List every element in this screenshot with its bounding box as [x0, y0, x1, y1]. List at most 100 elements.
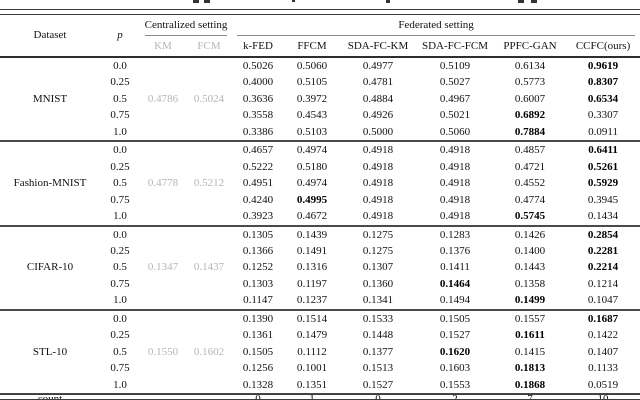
value-cell: 0.2281 — [587, 244, 619, 257]
data-row: STL-10 0.0 0.1550 0.1602 0.1390 0.1514 0.1533 0… — [0, 308, 640, 394]
value-cell: 0.1426 — [494, 224, 566, 243]
value-cell: 0.4918 — [439, 177, 471, 190]
value-cell: 0.1376 — [439, 244, 471, 257]
count-dash: - — [207, 393, 211, 400]
data-row: 0.5 0.1252 0.1316 0.1307 0.1411 0.1443 0.2214 — [0, 259, 640, 275]
p-value: 1.0 — [113, 210, 127, 223]
data-row: 0.25 0.4000 0.5105 0.4781 0.5027 0.5773 0.8307 — [0, 74, 640, 90]
table-body: MNIST 0.0 0.4786 0.5024 0.5026 0.5060 0.4977 0.… — [0, 57, 640, 400]
value-cell: 0.1366 — [242, 244, 274, 257]
value-cell: 0.3923 — [242, 210, 274, 223]
value-cell: 0.5103 — [296, 125, 328, 138]
value-cell: 0.3972 — [296, 92, 328, 105]
data-row: 0.5 0.3636 0.3972 0.4884 0.4967 0.6007 0.6534 — [0, 91, 640, 107]
data-row: 1.0 0.1328 0.1351 0.1527 0.1553 0.1868 0.0519 — [0, 377, 640, 394]
count-dash: - — [118, 393, 122, 400]
data-row: 1.0 0.3386 0.5103 0.5000 0.5060 0.7884 0.0911 — [0, 124, 640, 141]
header-sda-fc-fcm: SDA-FC-FCM — [421, 40, 489, 52]
value-cell: 0.2854 — [566, 224, 640, 243]
value-cell: 0.4672 — [296, 210, 328, 223]
header-dataset: Dataset — [33, 29, 67, 41]
p-value: 1.0 — [113, 294, 127, 307]
value-cell: 0.4974 — [284, 140, 340, 159]
header-km: KM — [154, 40, 172, 52]
value-cell: 0.1047 — [587, 294, 619, 307]
value-cell: 0.1390 — [232, 308, 284, 328]
fcm-value: 0.1602 — [186, 308, 232, 394]
value-cell: 0.5222 — [242, 160, 274, 173]
value-cell: 0.4967 — [439, 92, 471, 105]
value-cell: 0.1533 — [340, 308, 416, 328]
data-row: Fashion-MNIST 0.0 0.4778 0.5212 0.4657 0.4974… — [0, 140, 640, 226]
value-cell: 0.1275 — [362, 244, 394, 257]
table-bottom-rule — [0, 394, 640, 400]
value-cell: 0.5026 — [242, 60, 274, 72]
cropped-caption-fragment — [386, 0, 390, 3]
header-ppfc-gan: PPFC-GAN — [503, 40, 557, 52]
value-cell: 0.5745 — [514, 210, 546, 223]
p-value: 0.5 — [113, 92, 127, 105]
data-row: 0.75 0.1303 0.1197 0.1360 0.1464 0.1358 0.1214 — [0, 276, 640, 292]
value-cell: 0.1197 — [297, 277, 327, 290]
value-cell: 0.3307 — [587, 109, 619, 122]
p-value: 0.0 — [113, 60, 127, 72]
value-cell: 0.5000 — [362, 125, 394, 138]
value-cell: 0.8307 — [587, 76, 619, 89]
header-kfed: k-FED — [243, 40, 273, 52]
value-cell: 0.1611 — [515, 329, 545, 342]
value-cell: 0.1360 — [362, 277, 394, 290]
cropped-caption-fragment — [531, 0, 537, 3]
p-value: 0.75 — [110, 362, 130, 375]
value-cell: 0.1377 — [362, 345, 394, 358]
value-cell: 0.5109 — [439, 60, 471, 72]
p-value: 0.25 — [110, 329, 130, 342]
p-value: 0.25 — [110, 76, 130, 89]
km-value: 0.1550 — [140, 308, 186, 394]
value-cell: 0.1439 — [284, 224, 340, 243]
value-cell: 0.1275 — [340, 224, 416, 243]
value-cell: 0.4918 — [439, 160, 471, 173]
count-value: 1 — [309, 393, 315, 400]
header-centralized-setting: Centralized setting — [140, 14, 232, 36]
value-cell: 0.4857 — [494, 140, 566, 159]
km-value: 0.1347 — [140, 224, 186, 310]
p-value: 0.0 — [100, 308, 140, 328]
value-cell: 0.1133 — [588, 362, 618, 375]
value-cell: 0.1283 — [416, 224, 494, 243]
value-cell: 0.1328 — [242, 378, 274, 391]
cropped-caption-fragment — [193, 0, 199, 3]
value-cell: 0.4918 — [362, 177, 394, 190]
value-cell: 0.1479 — [296, 329, 328, 342]
value-cell: 0.0519 — [587, 378, 619, 391]
value-cell: 0.4918 — [362, 210, 394, 223]
value-cell: 0.1448 — [362, 329, 394, 342]
count-value: 2 — [452, 393, 458, 400]
p-value: 1.0 — [113, 125, 127, 138]
value-cell: 0.1868 — [514, 378, 546, 391]
p-value: 0.5 — [113, 177, 127, 190]
count-dash: - — [161, 393, 165, 400]
value-cell: 0.6134 — [514, 60, 546, 72]
header-ffcm: FFCM — [297, 40, 327, 52]
header-ccfc-ours: CCFC(ours) — [575, 40, 631, 52]
table-header: Dataset p Centralized setting Federated … — [0, 14, 640, 57]
count-label: count — [37, 393, 63, 400]
value-cell: 0.5060 — [296, 60, 328, 72]
header-p: p — [117, 29, 123, 41]
value-cell: 0.1147 — [243, 294, 273, 307]
value-cell: 0.1214 — [587, 277, 619, 290]
value-cell: 0.1813 — [514, 362, 546, 375]
p-value: 0.5 — [113, 261, 127, 274]
cropped-caption-fragment — [204, 0, 210, 3]
data-row: CIFAR-10 0.0 0.1347 0.1437 0.1305 0.1439 0.127… — [0, 224, 640, 310]
value-cell: 0.3636 — [242, 92, 274, 105]
value-cell: 0.1505 — [242, 345, 274, 358]
header-sda-fc-km: SDA-FC-KM — [347, 40, 409, 52]
value-cell: 0.4000 — [242, 76, 274, 89]
count-value: 0 — [375, 393, 381, 400]
value-cell: 0.6411 — [566, 140, 640, 159]
value-cell: 0.1305 — [232, 224, 284, 243]
value-cell: 0.5060 — [439, 125, 471, 138]
value-cell: 0.1443 — [514, 261, 546, 274]
p-value: 0.75 — [110, 277, 130, 290]
